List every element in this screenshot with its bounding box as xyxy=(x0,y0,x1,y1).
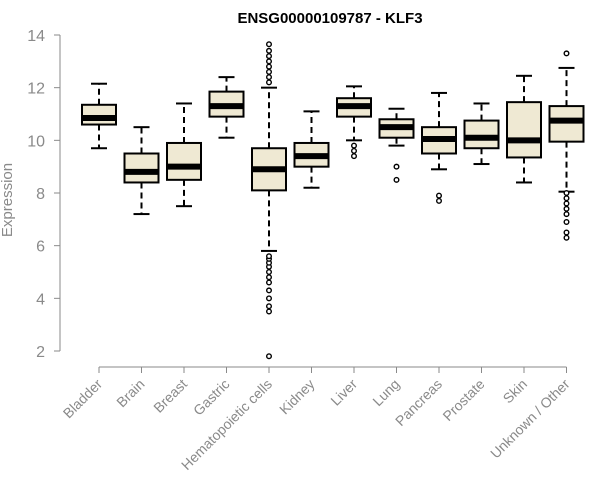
box-skin xyxy=(506,74,542,184)
box-lung xyxy=(378,107,415,183)
y-axis: 2 4 6 8 10 12 14 xyxy=(27,28,61,361)
box-body xyxy=(463,119,500,150)
outlier-point xyxy=(266,287,273,294)
outlier-point xyxy=(563,205,570,212)
y-tick-label: 12 xyxy=(27,81,45,98)
outlier-point xyxy=(266,58,273,65)
outlier-point xyxy=(563,200,570,207)
box-kidney xyxy=(293,110,330,189)
outlier-point xyxy=(563,189,570,196)
box-body xyxy=(506,101,542,159)
outlier-point xyxy=(266,68,273,75)
x-tick-label: Lung xyxy=(369,376,402,409)
x-tick-label: Pancreas xyxy=(392,376,445,429)
outlier-point xyxy=(563,195,570,202)
box-gastric xyxy=(208,76,245,139)
outlier-point xyxy=(563,50,570,57)
outlier-point xyxy=(393,176,400,183)
box-unknown-other xyxy=(548,50,585,241)
outlier-point xyxy=(436,192,443,199)
box-body xyxy=(81,103,117,126)
y-axis-label: Expression xyxy=(0,163,16,237)
x-tick-label: Prostate xyxy=(439,376,487,424)
x-tick-label: Bladder xyxy=(60,376,106,422)
y-tick-label: 4 xyxy=(36,291,45,308)
outlier-point xyxy=(563,229,570,236)
outlier-point xyxy=(563,211,570,218)
box-liver xyxy=(336,85,372,160)
box-bladder xyxy=(81,82,117,150)
outlier-point xyxy=(266,308,273,315)
outlier-point xyxy=(266,295,273,302)
outlier-point xyxy=(436,197,443,204)
outlier-point xyxy=(563,218,570,225)
box-pancreas xyxy=(421,91,457,204)
outlier-point xyxy=(266,41,273,48)
y-tick-label: 10 xyxy=(27,133,45,150)
y-tick-label: 14 xyxy=(27,28,45,45)
outlier-point xyxy=(266,74,273,81)
box-body xyxy=(166,141,202,181)
outlier-point xyxy=(563,234,570,241)
outlier-point xyxy=(266,53,273,60)
outlier-point xyxy=(266,303,273,310)
box-body xyxy=(123,152,160,184)
box-brain xyxy=(123,126,160,216)
outlier-point xyxy=(266,269,273,276)
box-hematopoietic-cells xyxy=(251,41,287,360)
outlier-point xyxy=(393,163,400,170)
outlier-point xyxy=(351,147,358,154)
x-tick-label: Skin xyxy=(500,376,531,407)
box-prostate xyxy=(463,102,500,166)
outlier-point xyxy=(266,63,273,70)
outlier-point xyxy=(351,142,358,149)
outlier-point xyxy=(266,274,273,281)
x-tick-label: Brain xyxy=(113,376,147,410)
outlier-point xyxy=(266,253,273,260)
boxes-layer xyxy=(81,41,585,360)
chart-title: ENSG00000109787 - KLF3 xyxy=(237,10,422,27)
outlier-point xyxy=(351,153,358,160)
y-tick-label: 6 xyxy=(36,239,45,256)
x-tick-label: Liver xyxy=(327,376,360,409)
x-tick-label: Breast xyxy=(150,376,190,416)
outlier-point xyxy=(266,353,273,360)
box-body xyxy=(548,105,585,143)
box-breast xyxy=(166,102,202,208)
outlier-point xyxy=(266,47,273,54)
y-tick-label: 2 xyxy=(36,344,45,361)
outlier-point xyxy=(266,279,273,286)
x-tick-label: Unknown / Other xyxy=(487,376,573,462)
x-tick-label: Kidney xyxy=(276,376,318,418)
y-tick-label: 8 xyxy=(36,186,45,203)
outlier-point xyxy=(266,79,273,86)
